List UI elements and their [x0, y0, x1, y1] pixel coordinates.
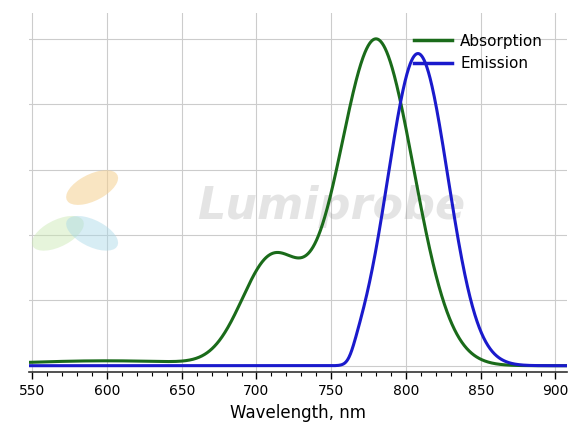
- Emission: [451, 217, 458, 222]
- Absorption: [287, 253, 294, 258]
- Absorption: [272, 250, 279, 255]
- Text: Lumiprobe: Lumiprobe: [197, 185, 464, 228]
- Emission: [551, 363, 558, 368]
- Emission: [567, 363, 574, 368]
- Absorption: [552, 363, 559, 368]
- Emission: [287, 363, 294, 368]
- Absorption: [49, 359, 56, 364]
- Absorption: [21, 360, 28, 365]
- Emission: [552, 363, 559, 368]
- Emission: [272, 363, 279, 368]
- Ellipse shape: [66, 216, 118, 251]
- Absorption: [567, 363, 574, 368]
- Absorption: [373, 36, 380, 41]
- Legend: Absorption, Emission: Absorption, Emission: [408, 27, 549, 77]
- X-axis label: Wavelength, nm: Wavelength, nm: [230, 404, 366, 422]
- Line: Absorption: Absorption: [25, 39, 570, 366]
- Emission: [49, 363, 56, 368]
- Line: Emission: Emission: [25, 54, 570, 366]
- Ellipse shape: [32, 216, 84, 251]
- Emission: [21, 363, 28, 368]
- Absorption: [551, 363, 558, 368]
- Ellipse shape: [66, 170, 118, 205]
- Emission: [414, 51, 421, 56]
- Absorption: [451, 327, 458, 332]
